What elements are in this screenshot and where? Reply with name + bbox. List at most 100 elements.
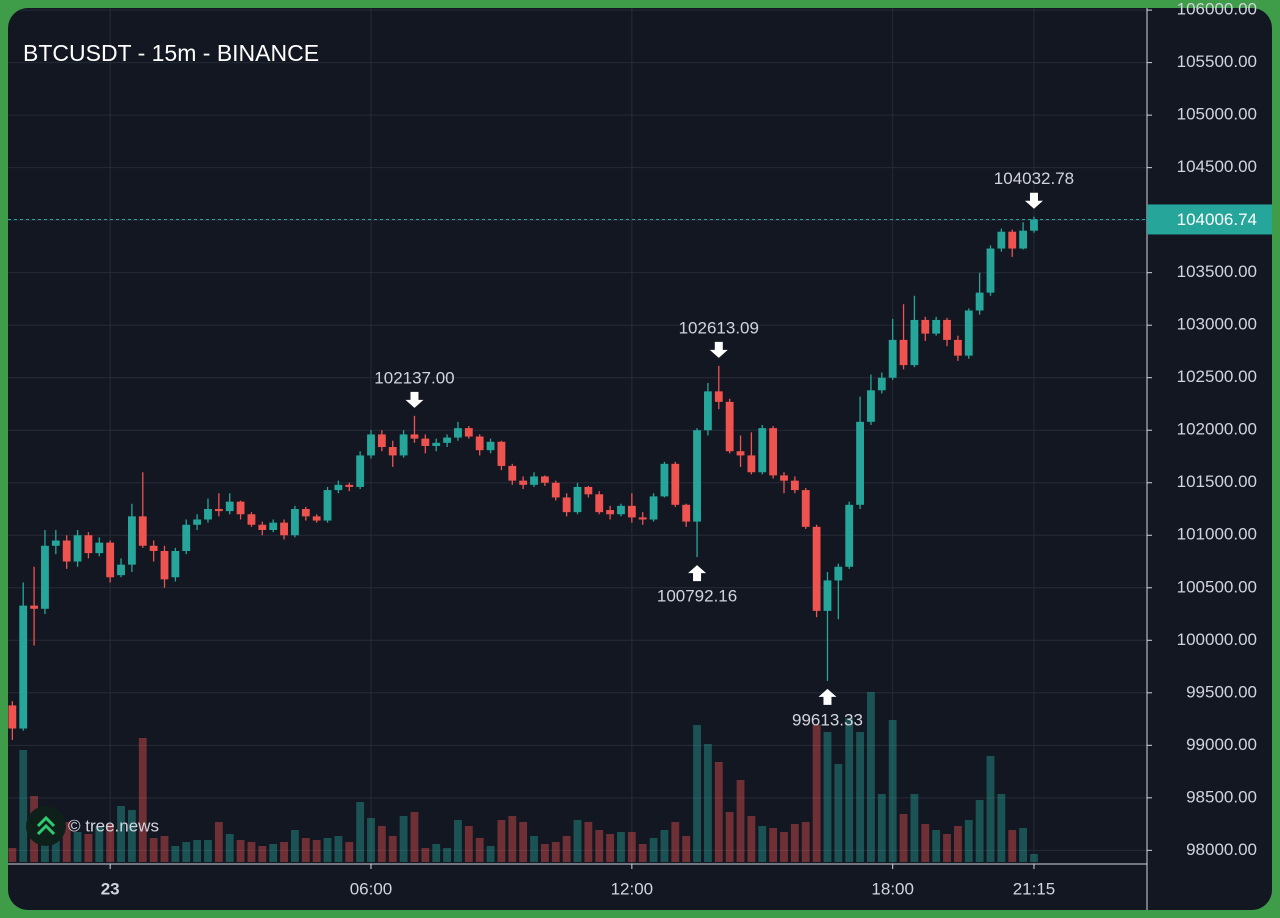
y-tick-label: 100000.00 [1177, 630, 1257, 649]
volume-bar [106, 824, 115, 862]
volume-bar [497, 820, 506, 862]
volume-bar [421, 848, 430, 862]
candle-body [345, 484, 354, 487]
candle-body [964, 310, 973, 356]
volume-bar [388, 836, 397, 862]
volume-bar [377, 826, 386, 862]
y-tick-label: 103500.00 [1177, 262, 1257, 281]
volume-bar [888, 720, 897, 862]
candle-body [845, 504, 854, 567]
volume-bar [627, 832, 636, 862]
candle-body [986, 248, 995, 293]
candle-body [562, 497, 571, 513]
volume-bar [704, 744, 712, 862]
volume-bar [932, 830, 941, 862]
volume-bar [736, 780, 745, 862]
volume-bar [95, 826, 104, 862]
volume-bar [856, 732, 864, 862]
annotation-label: 102137.00 [374, 368, 454, 387]
volume-bar [714, 762, 723, 862]
volume-bar [649, 838, 658, 862]
volume-bar [367, 818, 375, 862]
annotation-label: 99613.33 [792, 710, 863, 729]
candle-body [486, 441, 495, 451]
chart-title: BTCUSDT - 15m - BINANCE [23, 40, 319, 66]
annotation-label: 100792.16 [657, 587, 737, 606]
volume-bar [638, 844, 647, 862]
candle-body [62, 540, 71, 562]
candle-body [899, 339, 908, 366]
candle-body [714, 391, 723, 402]
candle-body [269, 522, 278, 531]
volume-bar [73, 832, 82, 862]
candle-body [247, 514, 256, 525]
candle-body [747, 455, 756, 473]
volume-bar [780, 832, 788, 862]
volume-bar [747, 816, 756, 862]
candle-body [95, 542, 104, 554]
annotation-label: 102613.09 [679, 318, 759, 337]
volume-bar [160, 836, 169, 862]
y-tick-label: 104500.00 [1177, 157, 1257, 176]
candle-body [943, 319, 951, 340]
volume-bar [693, 725, 701, 862]
volume-bar [334, 836, 343, 862]
candle-body [421, 438, 430, 446]
volume-bar [660, 830, 669, 862]
x-tick-label: 06:00 [350, 879, 393, 898]
candle-body [595, 494, 604, 513]
volume-bar [51, 830, 60, 862]
volume-bar [562, 836, 571, 862]
volume-bar [1019, 828, 1028, 862]
x-tick-label: 23 [101, 879, 120, 898]
volume-bar [454, 820, 462, 862]
volume-bar [769, 828, 778, 862]
volume-bar [943, 834, 951, 862]
volume-bar [845, 718, 854, 862]
volume-bar [356, 802, 365, 862]
volume-bar [117, 806, 125, 862]
candle-body [834, 566, 843, 581]
candle-body [30, 605, 38, 609]
volume-bar [8, 848, 17, 862]
volume-bar [682, 836, 691, 862]
candle-body [508, 465, 517, 481]
panel [8, 8, 1272, 910]
candle-body [236, 501, 245, 515]
volume-bar [584, 822, 593, 862]
volume-bar [247, 842, 256, 862]
candle-body [19, 605, 28, 729]
volume-bar [595, 830, 604, 862]
volume-bar [823, 732, 832, 862]
candle-body [649, 496, 658, 520]
candle-body [51, 540, 60, 546]
volume-bar [171, 846, 180, 862]
candle-body [519, 480, 528, 485]
volume-bar [606, 834, 615, 862]
volume-bar [997, 794, 1006, 862]
volume-bar [812, 725, 821, 862]
volume-bar [486, 846, 495, 862]
candle-body [432, 442, 441, 446]
volume-bar [953, 826, 962, 862]
x-tick-label: 21:15 [1013, 879, 1056, 898]
candle-body [171, 551, 180, 578]
candle-body [356, 455, 365, 487]
y-tick-label: 98000.00 [1186, 840, 1257, 859]
candle-body [975, 292, 984, 311]
volume-bar [964, 820, 973, 862]
candle-body [8, 705, 17, 729]
volume-bar [345, 842, 354, 862]
candle-body [1030, 219, 1038, 231]
candle-body [867, 390, 875, 422]
annotation-label: 104032.78 [994, 169, 1074, 188]
volume-bar [530, 836, 538, 862]
candle-body [921, 319, 930, 334]
volume-bar [432, 844, 441, 862]
y-tick-label: 106000.00 [1177, 0, 1257, 19]
volume-bar [225, 834, 234, 862]
y-tick-label: 99500.00 [1186, 682, 1257, 701]
last-price-label: 104006.74 [1177, 210, 1257, 229]
candle-body [443, 437, 451, 443]
volume-bar [790, 824, 799, 862]
